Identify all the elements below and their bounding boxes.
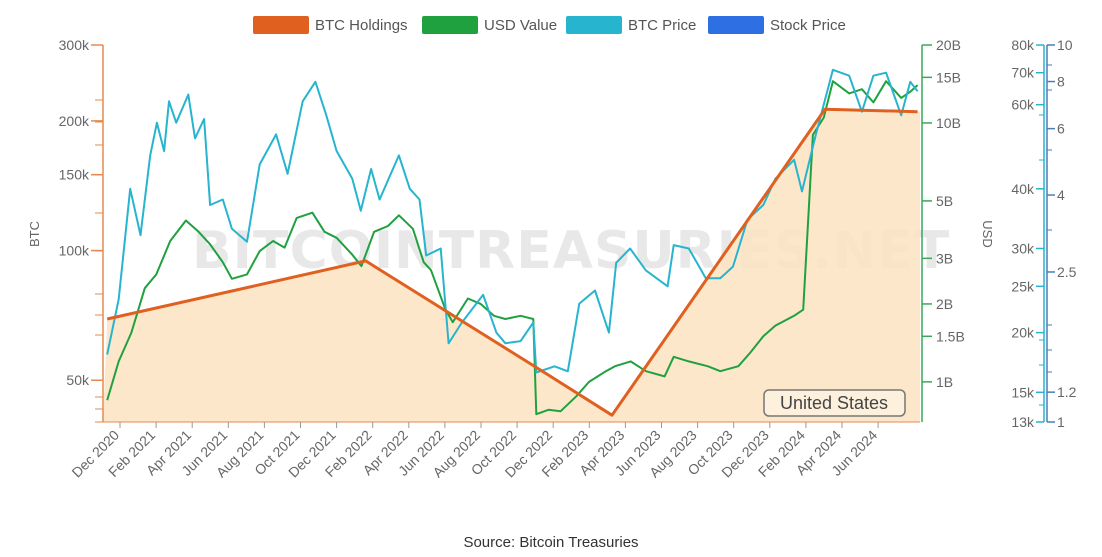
btc-price-axis-tick-label: 20k bbox=[1011, 325, 1035, 341]
stock-axis-tick-label: 2.5 bbox=[1057, 264, 1077, 280]
btc-price-axis-tick-label: 25k bbox=[1011, 278, 1035, 294]
chart: BITCOINTREASURIES.NET 50k100k150k200k300… bbox=[27, 16, 1077, 481]
country-badge-label: United States bbox=[780, 393, 888, 413]
btc-price-axis-tick-label: 80k bbox=[1011, 37, 1035, 53]
stock-axis-tick-label: 8 bbox=[1057, 74, 1065, 90]
legend-label: BTC Holdings bbox=[315, 17, 408, 34]
btc-axis-tick-label: 150k bbox=[59, 167, 90, 183]
usd-axis-tick-label: 10B bbox=[936, 115, 961, 131]
stock-axis-tick-label: 4 bbox=[1057, 187, 1065, 203]
country-badge: United States bbox=[763, 389, 906, 417]
btc-axis-tick-label: 200k bbox=[59, 113, 90, 129]
usd-axis-tick-label: 3B bbox=[936, 250, 953, 266]
usd-value-line bbox=[106, 80, 919, 416]
legend-label: BTC Price bbox=[628, 17, 696, 34]
legend-label: Stock Price bbox=[770, 17, 846, 34]
usd-axis-tick-label: 15B bbox=[936, 69, 961, 85]
btc-axis-tick-label: 100k bbox=[59, 243, 90, 259]
usd-axis-tick-label: 20B bbox=[936, 37, 961, 53]
btc-price-axis-tick-label: 60k bbox=[1011, 97, 1035, 113]
source-caption: Source: Bitcoin Treasuries bbox=[463, 534, 639, 551]
btc-price-axis-tick-label: 40k bbox=[1011, 181, 1035, 197]
stock-axis-tick-label: 1.2 bbox=[1057, 384, 1077, 400]
legend-swatch bbox=[422, 16, 478, 34]
btc-axis-tick-label: 50k bbox=[66, 372, 90, 388]
legend-swatch bbox=[253, 16, 309, 34]
usd-axis-tick-label: 5B bbox=[936, 193, 953, 209]
usd-axis-tick-label: 1.5B bbox=[936, 328, 965, 344]
stock-axis-tick-label: 6 bbox=[1057, 121, 1065, 137]
country-badge-box bbox=[763, 389, 906, 417]
stock-axis-tick-label: 10 bbox=[1057, 37, 1073, 53]
legend-item: USD Value bbox=[422, 16, 557, 34]
btc-axis-title: BTC bbox=[27, 221, 42, 247]
legend-item: Stock Price bbox=[708, 16, 846, 34]
btc-holdings-area bbox=[103, 109, 920, 422]
stock-axis-tick-label: 1 bbox=[1057, 414, 1065, 430]
legend-swatch bbox=[566, 16, 622, 34]
legend-item: BTC Price bbox=[566, 16, 696, 34]
usd-axis-tick-label: 1B bbox=[936, 374, 953, 390]
btc-price-axis-tick-label: 15k bbox=[1011, 384, 1035, 400]
legend-item: BTC Holdings bbox=[253, 16, 408, 34]
btc-price-axis-tick-label: 70k bbox=[1011, 65, 1035, 81]
legend-label: USD Value bbox=[484, 17, 557, 34]
btc-price-axis-tick-label: 13k bbox=[1011, 414, 1035, 430]
legend-swatch bbox=[708, 16, 764, 34]
btc-axis-tick-label: 300k bbox=[59, 37, 90, 53]
usd-axis-title: USD bbox=[980, 220, 995, 247]
usd-axis-tick-label: 2B bbox=[936, 296, 953, 312]
btc-holdings-line bbox=[106, 107, 918, 417]
btc-price-axis-tick-label: 30k bbox=[1011, 240, 1035, 256]
